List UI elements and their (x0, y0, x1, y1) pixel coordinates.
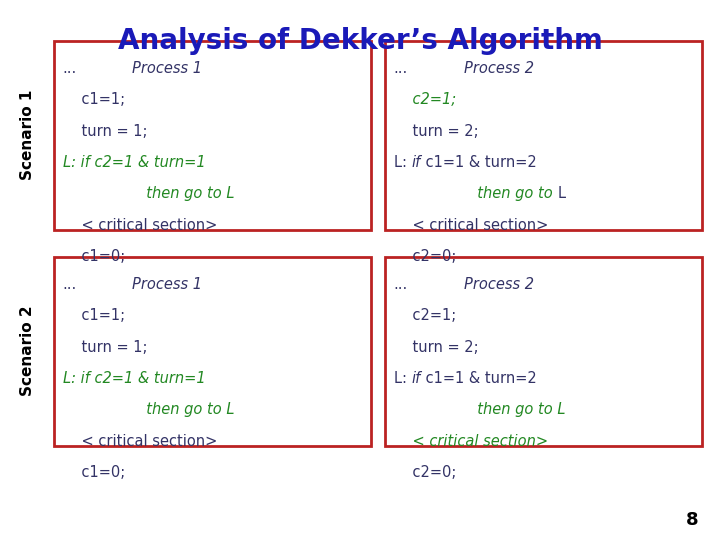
Text: Scenario 2: Scenario 2 (20, 306, 35, 396)
Text: turn = 1;: turn = 1; (63, 124, 147, 139)
Text: ...: ... (394, 61, 408, 76)
FancyBboxPatch shape (54, 40, 371, 230)
Text: L: L (557, 186, 565, 201)
Text: c1=0;: c1=0; (63, 465, 125, 480)
Text: then go to L: then go to L (63, 186, 234, 201)
Text: ...: ... (63, 61, 77, 76)
Text: turn = 1;: turn = 1; (63, 340, 147, 355)
Text: c2=0;: c2=0; (394, 249, 456, 264)
Text: Process 2: Process 2 (464, 277, 534, 292)
Text: ...: ... (394, 277, 408, 292)
Text: if: if (411, 371, 420, 386)
Text: turn = 2;: turn = 2; (394, 340, 479, 355)
Text: < critical section>: < critical section> (63, 218, 217, 233)
FancyBboxPatch shape (385, 256, 702, 446)
Text: c2=0;: c2=0; (394, 465, 456, 480)
Text: 8: 8 (685, 511, 698, 529)
Text: Scenario 1: Scenario 1 (20, 90, 35, 180)
Text: Analysis of Dekker’s Algorithm: Analysis of Dekker’s Algorithm (117, 27, 603, 55)
Text: ...: ... (63, 277, 77, 292)
Text: c1=1;: c1=1; (63, 308, 125, 323)
FancyBboxPatch shape (385, 40, 702, 230)
Text: c1=1 & turn=2: c1=1 & turn=2 (420, 371, 536, 386)
Text: then go to L: then go to L (394, 402, 565, 417)
Text: Process 2: Process 2 (464, 61, 534, 76)
Text: L: if c2=1 & turn=1: L: if c2=1 & turn=1 (63, 155, 205, 170)
Text: < critical section>: < critical section> (394, 218, 548, 233)
Text: c1=1 & turn=2: c1=1 & turn=2 (420, 155, 536, 170)
Text: L:: L: (394, 155, 411, 170)
Text: turn = 2;: turn = 2; (394, 124, 479, 139)
Text: c1=1;: c1=1; (63, 92, 125, 107)
Text: Process 1: Process 1 (132, 61, 202, 76)
Text: < critical section>: < critical section> (394, 434, 548, 449)
Text: < critical section>: < critical section> (63, 434, 217, 449)
Text: then go to: then go to (394, 186, 557, 201)
Text: if: if (411, 155, 420, 170)
Text: Process 1: Process 1 (132, 277, 202, 292)
FancyBboxPatch shape (54, 256, 371, 446)
Text: L: if c2=1 & turn=1: L: if c2=1 & turn=1 (63, 371, 205, 386)
Text: c2=1;: c2=1; (394, 92, 456, 107)
Text: then go to L: then go to L (63, 402, 234, 417)
Text: c1=0;: c1=0; (63, 249, 125, 264)
Text: L:: L: (394, 371, 411, 386)
Text: c2=1;: c2=1; (394, 308, 456, 323)
